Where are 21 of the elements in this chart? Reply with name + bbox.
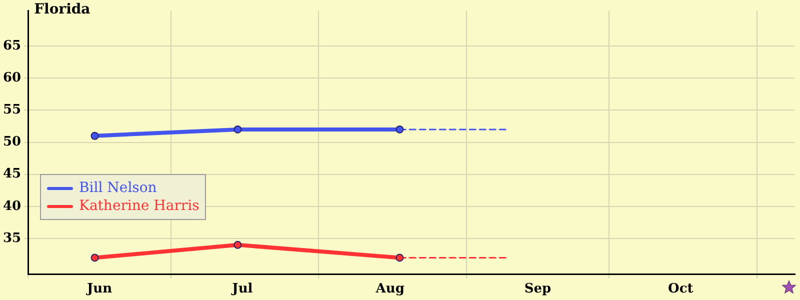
point bbox=[90, 132, 99, 140]
y-tick-label: 35 bbox=[2, 230, 22, 246]
point bbox=[234, 240, 242, 249]
legend-label: Katherine Harris bbox=[79, 198, 200, 214]
point bbox=[396, 254, 404, 262]
legend-label: Bill Nelson bbox=[79, 180, 157, 196]
x-tick-label: Aug bbox=[374, 282, 404, 297]
x-tick-label: Jul bbox=[231, 282, 253, 297]
y-tick-label: 40 bbox=[2, 198, 22, 214]
y-tick-label: 55 bbox=[2, 102, 22, 118]
point bbox=[90, 254, 99, 262]
point bbox=[234, 125, 242, 134]
point bbox=[396, 125, 404, 134]
y-tick-label: 50 bbox=[2, 134, 22, 150]
y-tick-label: 60 bbox=[2, 70, 22, 86]
y-tick-label: 65 bbox=[2, 38, 22, 54]
y-tick-label: 45 bbox=[2, 166, 22, 182]
x-tick-label: Oct bbox=[668, 282, 694, 297]
x-tick-label: Sep bbox=[524, 282, 552, 297]
chart-title: Florida bbox=[34, 2, 90, 18]
x-tick-label: Jun bbox=[86, 282, 113, 297]
